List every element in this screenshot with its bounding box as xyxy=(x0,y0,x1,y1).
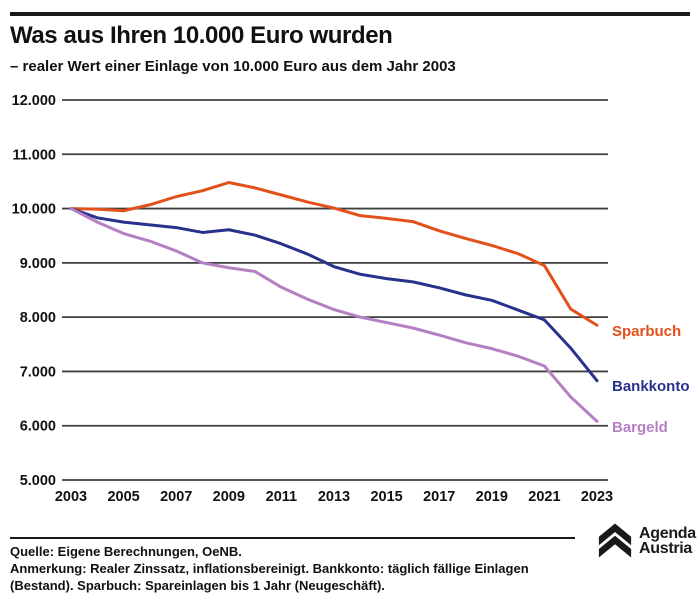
y-axis-tick-label: 9.000 xyxy=(20,256,56,272)
x-axis-tick-label: 2021 xyxy=(528,489,560,505)
series-line-bankkonto xyxy=(69,207,599,383)
series-label-sparbuch: Sparbuch xyxy=(612,323,681,340)
double-chevron-up-icon xyxy=(598,523,632,558)
x-axis-tick-label: 2003 xyxy=(55,489,87,505)
source-text: Quelle: Eigene Berechnungen, OeNB. xyxy=(10,544,242,559)
y-axis-tick-label: 11.000 xyxy=(12,147,56,163)
series-line-sparbuch xyxy=(69,181,599,327)
y-axis-tick-label: 8.000 xyxy=(20,310,56,326)
x-axis-tick-label: 2007 xyxy=(160,489,192,505)
x-axis-tick-label: 2023 xyxy=(581,489,613,505)
y-axis-tick-label: 6.000 xyxy=(20,419,56,435)
footer-notes: Quelle: Eigene Berechnungen, OeNB. Anmer… xyxy=(10,543,585,594)
agenda-austria-logo: Agenda Austria xyxy=(597,523,696,558)
series-line-bargeld xyxy=(69,207,599,423)
logo-line2: Austria xyxy=(639,539,693,557)
y-axis-tick-label: 5.000 xyxy=(20,473,56,489)
logo-line1: Agenda xyxy=(639,524,696,542)
logo-text: Agenda Austria xyxy=(639,524,696,557)
series-label-bankkonto: Bankkonto xyxy=(612,378,690,395)
footer-rule xyxy=(10,537,575,539)
x-axis-tick-label: 2015 xyxy=(370,489,402,505)
note-text: Anmerkung: Realer Zinssatz, inflationsbe… xyxy=(10,561,529,593)
top-rule xyxy=(10,12,690,16)
y-axis-tick-label: 10.000 xyxy=(12,202,56,218)
x-axis-tick-label: 2017 xyxy=(423,489,455,505)
x-axis-tick-label: 2011 xyxy=(266,489,297,505)
y-axis-tick-label: 12.000 xyxy=(12,93,56,109)
x-axis-tick-label: 2019 xyxy=(476,489,508,505)
x-axis-tick-label: 2009 xyxy=(213,489,245,505)
series-label-bargeld: Bargeld xyxy=(612,419,668,436)
page-subtitle: – realer Wert einer Einlage von 10.000 E… xyxy=(10,58,456,75)
y-axis-tick-label: 7.000 xyxy=(20,364,56,380)
page-title: Was aus Ihren 10.000 Euro wurden xyxy=(10,22,393,49)
x-axis-tick-label: 2005 xyxy=(107,489,139,505)
x-axis-tick-label: 2013 xyxy=(318,489,350,505)
